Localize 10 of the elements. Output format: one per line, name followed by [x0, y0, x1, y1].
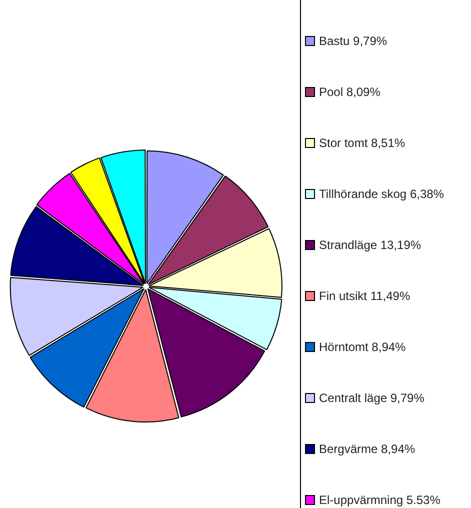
legend-label: Fin utsikt 11,49% [319, 288, 410, 302]
legend-label: Centralt läge 9,79% [319, 390, 424, 404]
legend-label: El-uppvärmning 5.53% [319, 492, 440, 506]
legend-label: Pool 8,09% [319, 84, 380, 98]
legend-label: Stor tomt 8,51% [319, 136, 406, 150]
legend-label: Tillhörande skog 6,38% [319, 186, 444, 200]
legend-label: Bergvärme 8,94% [319, 442, 416, 456]
legend-label: Strandläge 13,19% [319, 238, 422, 252]
legend-label: Bastu 9,79% [319, 34, 388, 48]
legend-label: Hörntomt 8,94% [319, 340, 406, 354]
